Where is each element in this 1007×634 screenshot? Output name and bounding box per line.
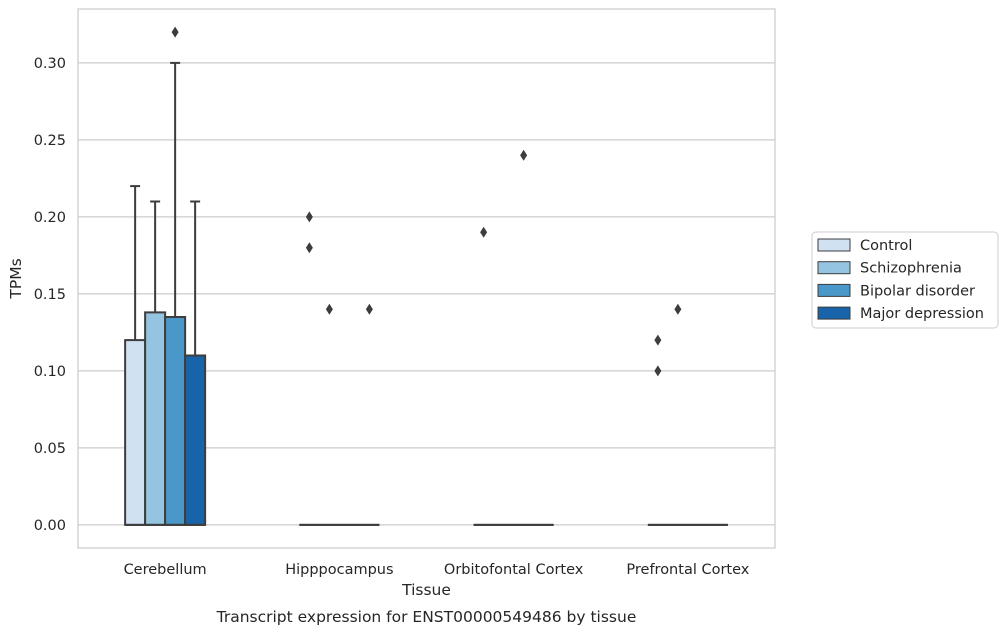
box-body (164, 316, 187, 526)
chart-caption: Transcript expression for ENST0000054948… (216, 608, 637, 626)
legend-label: Bipolar disorder (860, 283, 975, 299)
x-tick-labels: Cerebellum Hipppocampus Orbitofontal Corte… (124, 562, 750, 578)
legend-frame (811, 231, 999, 329)
y-tick-label: 0.05 (34, 441, 66, 457)
legend-item: Major depression (817, 306, 984, 322)
box-body (144, 311, 167, 526)
outlier-point (365, 303, 373, 315)
box-schizophrenia (319, 303, 340, 526)
y-tick-label: 0.10 (34, 364, 66, 380)
x-tick-label: Orbitofontal Cortex (444, 562, 584, 578)
outlier-point (654, 334, 662, 346)
legend-label: Control (860, 238, 912, 254)
legend-item: Bipolar disorder (817, 283, 975, 299)
box-body (184, 354, 207, 526)
legend-label: Major depression (860, 306, 984, 322)
x-tick-label: Prefrontal Cortex (626, 562, 749, 578)
legend: Control Schizophrenia Bipolar disorder Majo… (811, 231, 999, 329)
x-axis-label: Tissue (401, 581, 451, 599)
legend-swatch (817, 261, 851, 275)
outlier-point (654, 365, 662, 377)
legend-item: Control (817, 238, 912, 254)
box-control (124, 185, 147, 526)
y-axis-label: TPMs (7, 258, 25, 299)
outlier-point (520, 149, 528, 161)
outlier-point (325, 303, 333, 315)
boxes (124, 26, 728, 526)
y-tick-label: 0.25 (34, 133, 66, 149)
box-bipolar-disorder (513, 149, 534, 526)
box-control (299, 211, 320, 526)
box-bipolar-disorder (164, 26, 187, 526)
x-tick-label: Cerebellum (124, 562, 207, 578)
legend-swatch (817, 306, 851, 320)
box-control (473, 226, 494, 526)
legend-item: Schizophrenia (817, 261, 962, 277)
y-tick-label: 0.00 (34, 518, 66, 534)
y-tick-label: 0.15 (34, 287, 66, 303)
y-tick-label: 0.30 (34, 56, 66, 72)
legend-swatch (817, 283, 851, 297)
outlier-point (305, 242, 313, 254)
box-major-depression (184, 200, 207, 526)
outlier-point (480, 226, 488, 238)
box-schizophrenia (667, 303, 688, 526)
outlier-point (674, 303, 682, 315)
x-tick-label: Hipppocampus (285, 562, 393, 578)
legend-label: Schizophrenia (860, 261, 962, 277)
y-tick-labels: 0.00 0.05 0.10 0.15 0.20 0.25 0.30 (34, 56, 66, 534)
outlier-point (171, 26, 179, 38)
box-body (124, 339, 147, 526)
legend-swatch (817, 238, 851, 252)
box-schizophrenia (144, 200, 167, 526)
box-control (647, 334, 668, 526)
y-tick-label: 0.20 (34, 210, 66, 226)
outlier-point (305, 211, 313, 223)
plot-frame (77, 8, 776, 549)
box-major-depression (359, 303, 380, 526)
